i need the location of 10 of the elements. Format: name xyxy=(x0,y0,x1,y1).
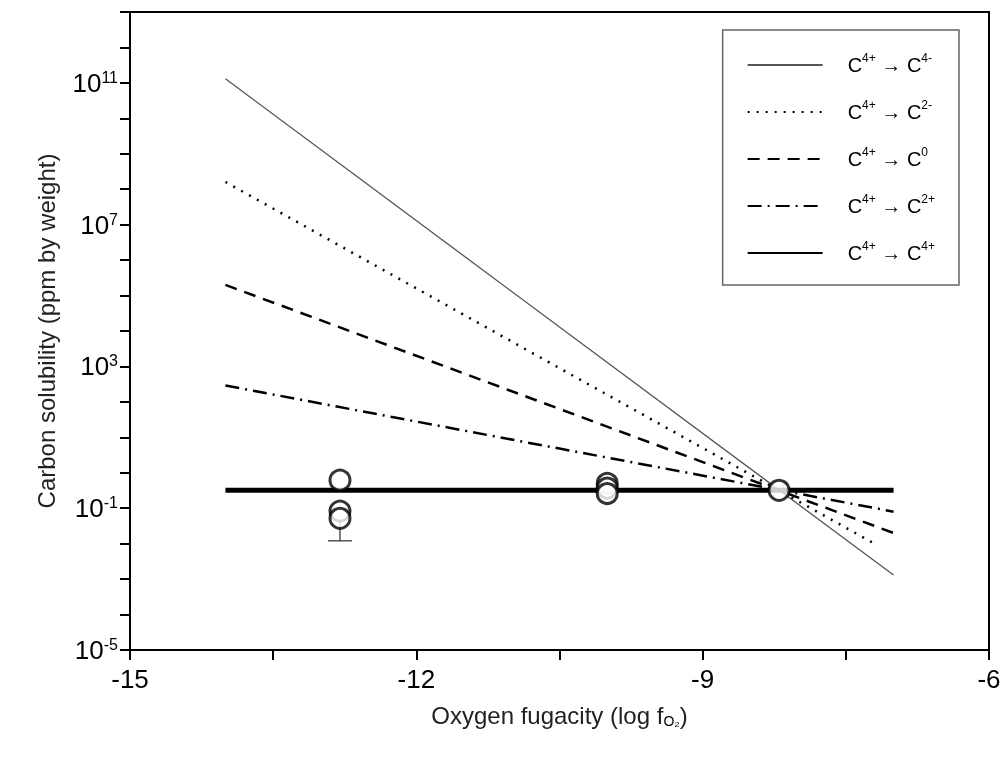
x-tick-label: -6 xyxy=(977,664,1001,694)
y-tick-label: 10$^{7}$ xyxy=(80,209,118,240)
y-tick-label: 10$^{11}$ xyxy=(72,68,118,99)
y-tick-label: 10$^{-1}$ xyxy=(74,493,118,524)
x-tick-label: -15 xyxy=(111,664,149,694)
y-axis-title: Carbon solubility (ppm by weight) xyxy=(32,153,60,509)
y-tick-label: 10$^{-5}$ xyxy=(74,635,118,666)
y-tick-label: 10$^{3}$ xyxy=(80,351,118,382)
x-tick-label: -12 xyxy=(397,664,436,694)
x-tick-label: -9 xyxy=(691,664,715,694)
